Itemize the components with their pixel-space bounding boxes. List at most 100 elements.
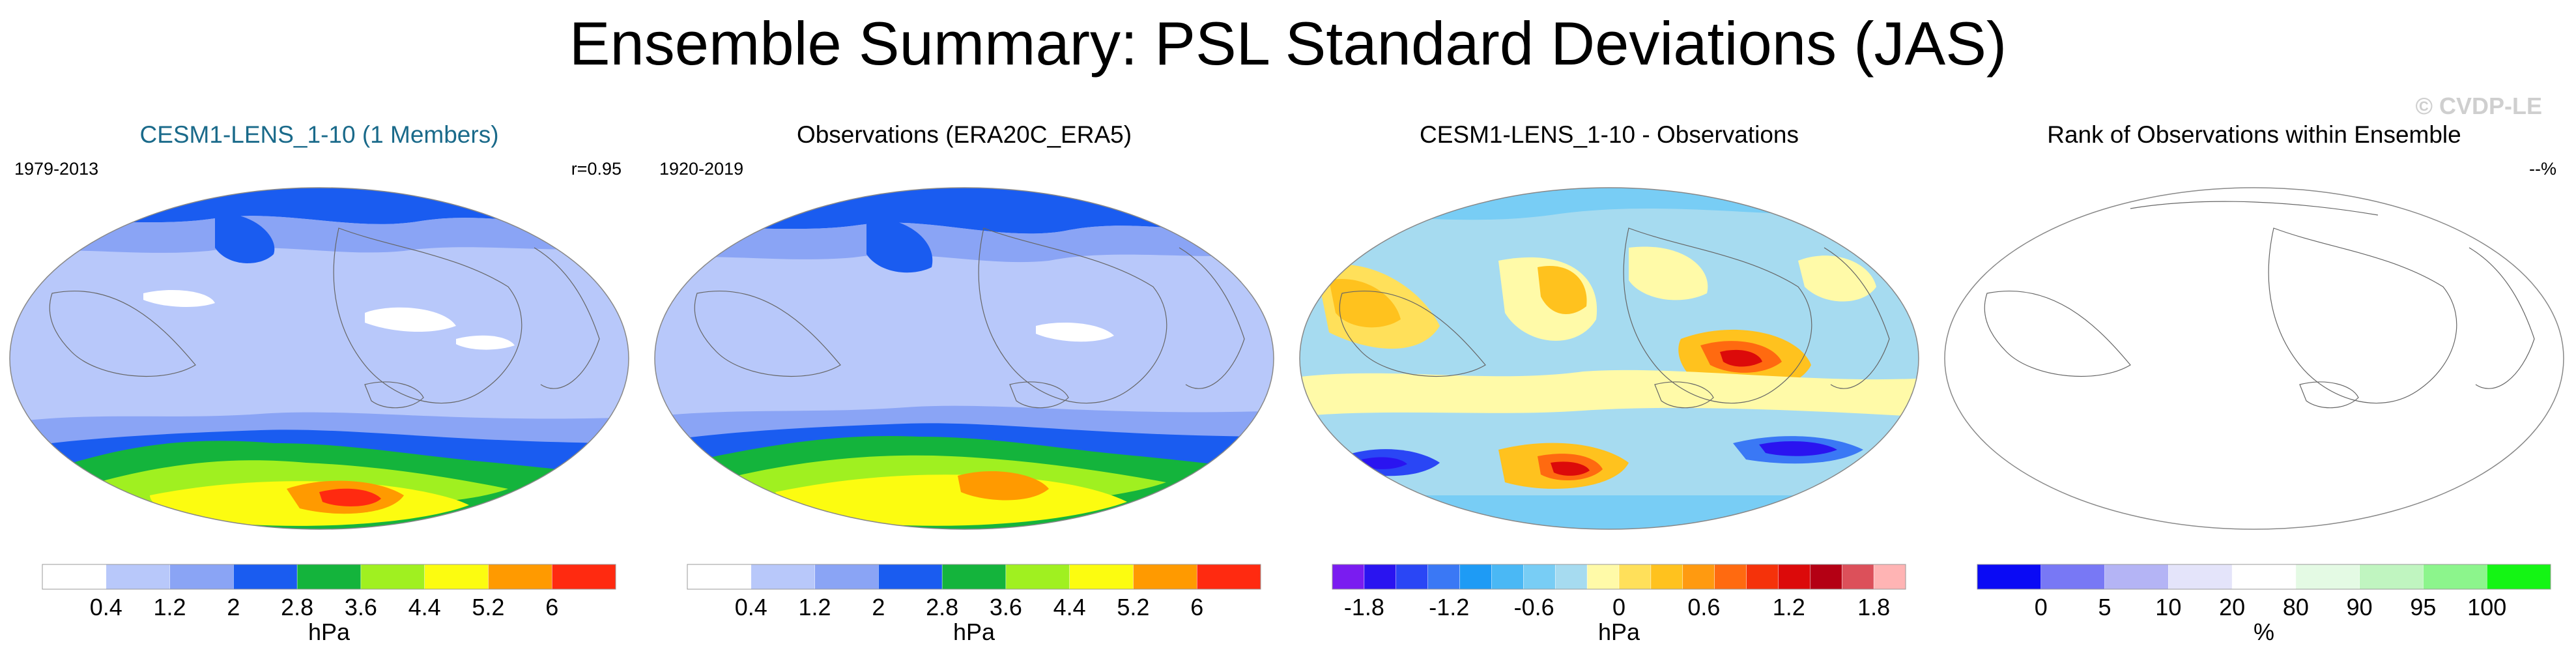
map-rank	[1944, 187, 2564, 530]
colorbar-swatch	[169, 564, 235, 590]
colorbar-tick-label: 0.4	[90, 594, 122, 620]
colorbar-swatch	[1459, 564, 1493, 590]
coastline	[333, 227, 522, 404]
map-border	[1944, 187, 2564, 530]
panel-title: Observations (ERA20C_ERA5)	[796, 121, 1132, 148]
colorbar-tick-label: 100	[2467, 594, 2506, 620]
colorbar-swatch	[1977, 564, 2042, 590]
page-title: Ensemble Summary: PSL Standard Deviation…	[569, 9, 2007, 78]
colorbar-swatch	[2040, 564, 2106, 590]
colorbar-tick-label: 1.2	[1773, 594, 1805, 620]
colorbar-swatch	[2423, 564, 2487, 590]
colorbar: 0 5 10 20 80 90 95 100%	[1977, 564, 2551, 645]
colorbar-border	[42, 564, 616, 590]
colorbar-swatch	[551, 564, 616, 590]
colorbar-swatch	[2168, 564, 2233, 590]
colorbar: 0.4 1.2 2 2.8 3.6 4.4 5.2 6 hPa	[42, 564, 616, 645]
anomaly-band	[1300, 370, 1919, 417]
colorbar-swatch	[488, 564, 552, 590]
panel-title: CESM1-LENS_1-10 (1 Members)	[139, 121, 499, 148]
map-border	[9, 187, 629, 530]
colorbar-swatch	[42, 564, 107, 590]
southern-max-orange	[958, 471, 1049, 501]
map-background-band	[1300, 188, 1919, 529]
colorbar-swatch	[2295, 564, 2360, 590]
colorbar-swatch	[106, 564, 171, 590]
colorbar-tick-label: -1.8	[1344, 594, 1384, 620]
colorbar-swatch	[2231, 564, 2297, 590]
colorbar-swatch	[1778, 564, 1811, 590]
anomaly-patch	[1798, 255, 1876, 302]
panel-period-label: 1920-2019	[659, 159, 744, 179]
colorbar-swatch	[1523, 564, 1556, 590]
panel-cesm1: CESM1-LENS_1-10 (1 Members) 1979-2013 r=…	[0, 117, 638, 670]
colorbar-tick-label: 10	[2155, 594, 2181, 620]
colorbar-tick-label: 90	[2347, 594, 2373, 620]
coastline	[49, 290, 196, 377]
coastline	[1009, 381, 1069, 409]
colorbar-unit-label: hPa	[953, 619, 995, 645]
colorbar-border	[1977, 564, 2551, 590]
coastline	[364, 381, 424, 409]
coastline	[1824, 247, 1890, 389]
coastline	[2299, 381, 2359, 409]
coastline	[694, 290, 841, 377]
colorbar-swatch	[233, 564, 298, 590]
colorbar-tick-label: 5.2	[472, 594, 504, 620]
low-variance-patch	[1036, 323, 1114, 342]
anomaly-patch	[1551, 461, 1590, 476]
colorbar-swatch	[360, 564, 425, 590]
map-difference	[1299, 187, 1919, 530]
coastline	[2469, 247, 2535, 389]
coastline	[978, 227, 1167, 404]
north-pacific-blob	[215, 214, 275, 263]
colorbar-swatch	[1133, 564, 1197, 590]
colorbar: -1.8 -1.2 -0.6 0 0.6 1.2 1.8 hPa	[1332, 564, 1906, 645]
colorbar-tick-label: 3.6	[990, 594, 1022, 620]
colorbar-tick-label: 0	[1612, 594, 1625, 620]
colorbar-tick-label: 5.2	[1117, 594, 1149, 620]
colorbar-swatch	[2104, 564, 2169, 590]
north-pacific-blob	[866, 218, 933, 273]
panel-period-label: 1979-2013	[14, 159, 99, 179]
southern-max-red	[319, 488, 381, 506]
colorbar-swatch	[1746, 564, 1779, 590]
colorbar-tick-label: 0.4	[735, 594, 767, 620]
colorbar-tick-label: 6	[545, 594, 558, 620]
coastline	[1654, 381, 1714, 409]
colorbar-unit-label: hPa	[1598, 619, 1640, 645]
colorbar-swatch	[1554, 564, 1588, 590]
colorbar-swatch	[1332, 564, 1365, 590]
coastline	[1339, 290, 1486, 377]
colorbar-unit-label: hPa	[308, 619, 351, 645]
colorbar-swatch	[1069, 564, 1134, 590]
colorbar-tick-label: 2	[872, 594, 885, 620]
colorbar-tick-label: -0.6	[1514, 594, 1554, 620]
low-variance-patch	[143, 290, 215, 308]
coastline	[534, 247, 600, 389]
colorbar-swatch	[878, 564, 943, 590]
colorbar-tick-label: 95	[2410, 594, 2436, 620]
colorbar-tick-label: 80	[2283, 594, 2309, 620]
anomaly-patch	[1720, 349, 1762, 367]
antarctic-band	[1300, 495, 1919, 529]
colorbar-swatch	[1491, 564, 1524, 590]
panel-rank: Rank of Observations within Ensemble --%…	[1935, 117, 2573, 670]
colorbar-swatch	[1427, 564, 1461, 590]
colorbar-swatch	[1682, 564, 1715, 590]
colorbar-tick-label: 1.8	[1857, 594, 1890, 620]
colorbar-unit-label: %	[2254, 619, 2274, 645]
coastline	[1984, 290, 2131, 377]
colorbar-swatch	[1395, 564, 1429, 590]
colorbar-swatch	[2359, 564, 2424, 590]
panel-title: CESM1-LENS_1-10 - Observations	[1420, 121, 1799, 148]
colorbar-swatch	[1650, 564, 1683, 590]
colorbar-swatch	[1714, 564, 1747, 590]
colorbar-tick-label: -1.2	[1429, 594, 1469, 620]
colorbar-border	[1332, 564, 1906, 590]
colorbar-swatch	[814, 564, 880, 590]
colorbar-tick-label: 2.8	[281, 594, 313, 620]
map-cesm1	[9, 187, 629, 530]
colorbar-swatch	[1364, 564, 1397, 590]
subarctic-band	[655, 222, 1274, 263]
